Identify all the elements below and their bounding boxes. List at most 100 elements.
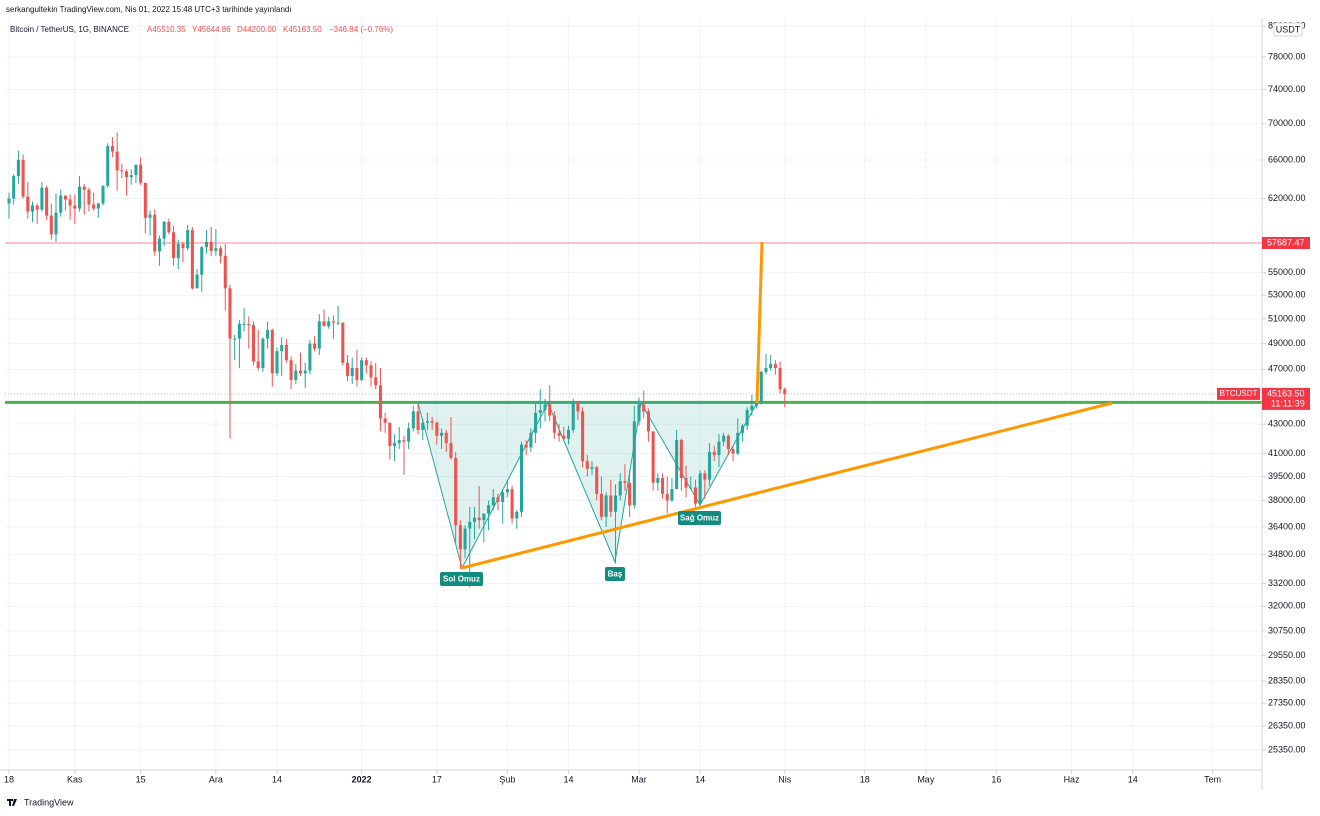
y-tick-label: 41000.00 [1268, 448, 1306, 458]
candle-body [82, 186, 86, 190]
y-tick-label: 29550.00 [1268, 650, 1306, 660]
candle-body [129, 175, 133, 178]
x-tick-label: 16 [991, 774, 1001, 784]
y-tick-label: 32000.00 [1268, 601, 1306, 611]
candle-body [726, 435, 730, 450]
label-box [440, 572, 483, 586]
candle-body [698, 473, 702, 504]
candle-body [167, 221, 171, 233]
y-tick-label: 49000.00 [1268, 338, 1306, 348]
candle-body [369, 365, 373, 378]
candle-body [45, 187, 49, 216]
candle-body [143, 182, 147, 218]
candle-body [388, 422, 392, 447]
candle-body [63, 195, 67, 200]
x-tick-label: Mar [631, 774, 647, 784]
y-tick-label: 70000.00 [1268, 118, 1306, 128]
candle-body [115, 151, 119, 171]
candle-body [106, 146, 110, 186]
candle-body [585, 461, 589, 469]
candle-body [49, 215, 53, 235]
candle-body [256, 361, 260, 369]
candle-body [157, 238, 161, 252]
candle-body [642, 404, 646, 412]
candle-body [524, 444, 528, 448]
currency-box [1273, 22, 1303, 37]
candle-body [270, 329, 274, 374]
candle-body [604, 495, 608, 517]
high-label: Y45644.86 [192, 25, 231, 34]
candle-body [764, 368, 768, 372]
candle-body [736, 432, 740, 454]
x-tick-label: Şub [499, 774, 515, 784]
candle-body [308, 343, 312, 371]
change-label: −346.84 (−0.76%) [329, 25, 393, 34]
candle-body [92, 204, 96, 209]
candle-body [454, 458, 458, 526]
candle-body [670, 489, 674, 501]
candle-body [538, 409, 542, 413]
target-line [755, 241, 764, 404]
brand-name: TradingView [24, 797, 74, 807]
candle-body [543, 404, 547, 410]
candle-body [425, 421, 429, 423]
x-tick-label: Tem [1204, 774, 1221, 784]
candle-body [759, 371, 763, 404]
published-note: serkangultekin TradingView.com, Nis 01, … [6, 5, 292, 14]
candle-body [613, 495, 618, 512]
candle-body [237, 323, 241, 339]
candle-body [54, 212, 58, 235]
candle-body [482, 513, 486, 521]
symbol-label: BTCUSDT [1220, 389, 1258, 398]
y-tick-label: 25350.00 [1268, 744, 1306, 754]
candle-body [646, 411, 650, 432]
candle-body [360, 360, 364, 380]
candle-body [327, 321, 331, 327]
candle-body [407, 428, 411, 442]
candle-body [552, 415, 556, 433]
legend-header: Bitcoin / TetherUS, 1G, BINANCE A45510.3… [10, 25, 393, 34]
candle-body [618, 481, 622, 496]
candle-body [317, 321, 321, 349]
candle-body [125, 171, 129, 178]
candle-body [303, 370, 307, 374]
candle-body [148, 214, 152, 218]
price-label-box [1262, 236, 1310, 249]
x-tick-label: 17 [432, 774, 442, 784]
y-tick-label: 78000.00 [1268, 51, 1306, 61]
candle-body [139, 164, 143, 183]
candle-body [96, 203, 100, 209]
candle-body [87, 189, 91, 205]
candle-body [30, 205, 35, 212]
candle-body [242, 323, 246, 325]
candle-body [153, 214, 157, 252]
candle-body [416, 411, 420, 430]
candle-body [708, 452, 712, 480]
candle-body [284, 344, 288, 361]
candle-body [566, 429, 571, 439]
trend-line [461, 401, 1113, 570]
candle-body [430, 421, 434, 423]
y-tick-label: 66000.00 [1268, 154, 1306, 164]
y-tick-label: 27350.00 [1268, 698, 1306, 708]
candle-body [496, 497, 500, 503]
candle-body [186, 230, 190, 249]
candle-body [440, 432, 444, 436]
candle-body [435, 422, 439, 436]
candle-body [675, 440, 679, 490]
label-box [678, 511, 721, 525]
y-tick-label: 51000.00 [1268, 313, 1306, 323]
y-tick-label: 33200.00 [1268, 578, 1306, 588]
symbol: Bitcoin / TetherUS, 1G, BINANCE [10, 25, 129, 34]
y-tick-label: 47000.00 [1268, 364, 1306, 374]
candle-body [101, 185, 105, 204]
axes: 82000.0078000.0074000.0070000.0066000.00… [4, 21, 1310, 784]
candle-body [599, 493, 603, 517]
candle-body [204, 241, 208, 248]
candle-body [458, 525, 462, 550]
x-tick-label: 18 [860, 774, 870, 784]
candle-body [364, 360, 368, 366]
x-tick-label: 2022 [352, 774, 372, 784]
candle-body [769, 364, 773, 369]
